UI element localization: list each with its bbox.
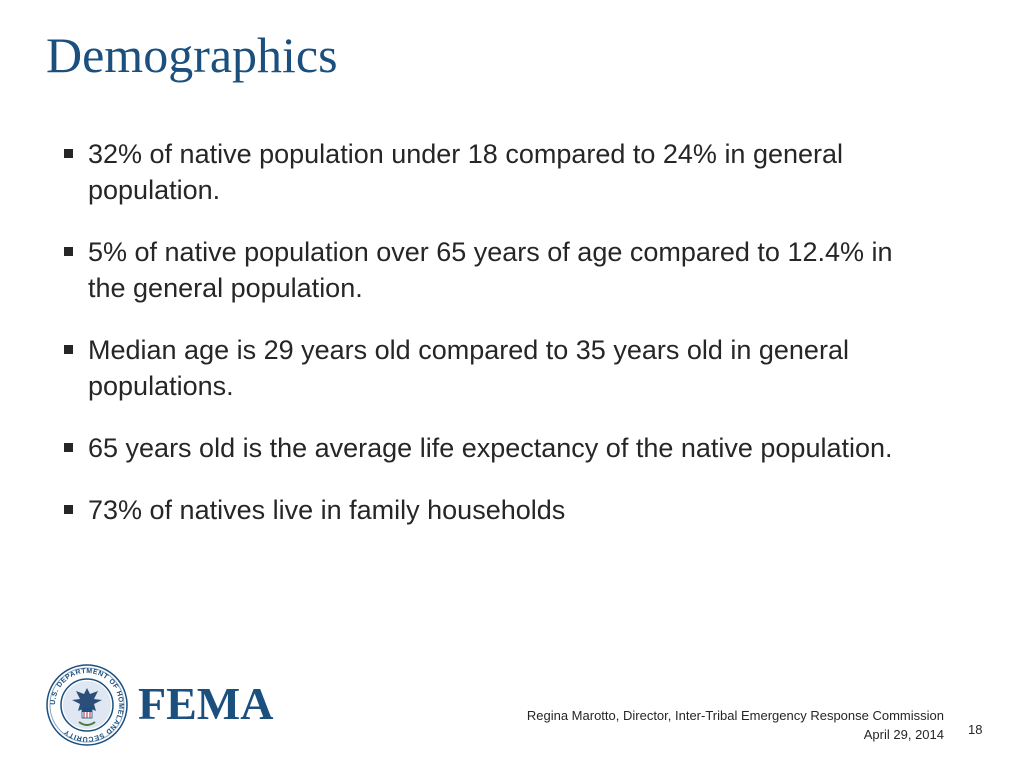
bullet-item: 32% of native population under 18 compar… [62, 136, 912, 208]
square-bullet-icon [64, 345, 73, 354]
square-bullet-icon [64, 149, 73, 158]
square-bullet-icon [64, 505, 73, 514]
footer-info: Regina Marotto, Director, Inter-Tribal E… [527, 706, 944, 744]
bullet-text: 73% of natives live in family households [88, 495, 566, 525]
bullet-text: Median age is 29 years old compared to 3… [88, 335, 849, 401]
bullet-item: 5% of native population over 65 years of… [62, 234, 912, 306]
bullet-text: 65 years old is the average life expecta… [88, 433, 893, 463]
bullet-item: 73% of natives live in family households [62, 492, 912, 528]
square-bullet-icon [64, 443, 73, 452]
fema-logo: FEMA [138, 678, 274, 729]
dhs-seal-icon: U.S. DEPARTMENT OF HOMELAND SECURITY [46, 664, 128, 746]
page-number: 18 [968, 722, 983, 737]
bullet-text: 32% of native population under 18 compar… [88, 139, 844, 205]
presentation-date: April 29, 2014 [863, 727, 944, 742]
bullet-item: 65 years old is the average life expecta… [62, 430, 912, 466]
presenter-line: Regina Marotto, Director, Inter-Tribal E… [526, 708, 944, 723]
slide-title: Demographics [46, 27, 338, 83]
bullet-item: Median age is 29 years old compared to 3… [62, 332, 912, 404]
bullet-list: 32% of native population under 18 compar… [62, 136, 912, 554]
square-bullet-icon [64, 247, 73, 256]
bullet-text: 5% of native population over 65 years of… [88, 237, 893, 303]
